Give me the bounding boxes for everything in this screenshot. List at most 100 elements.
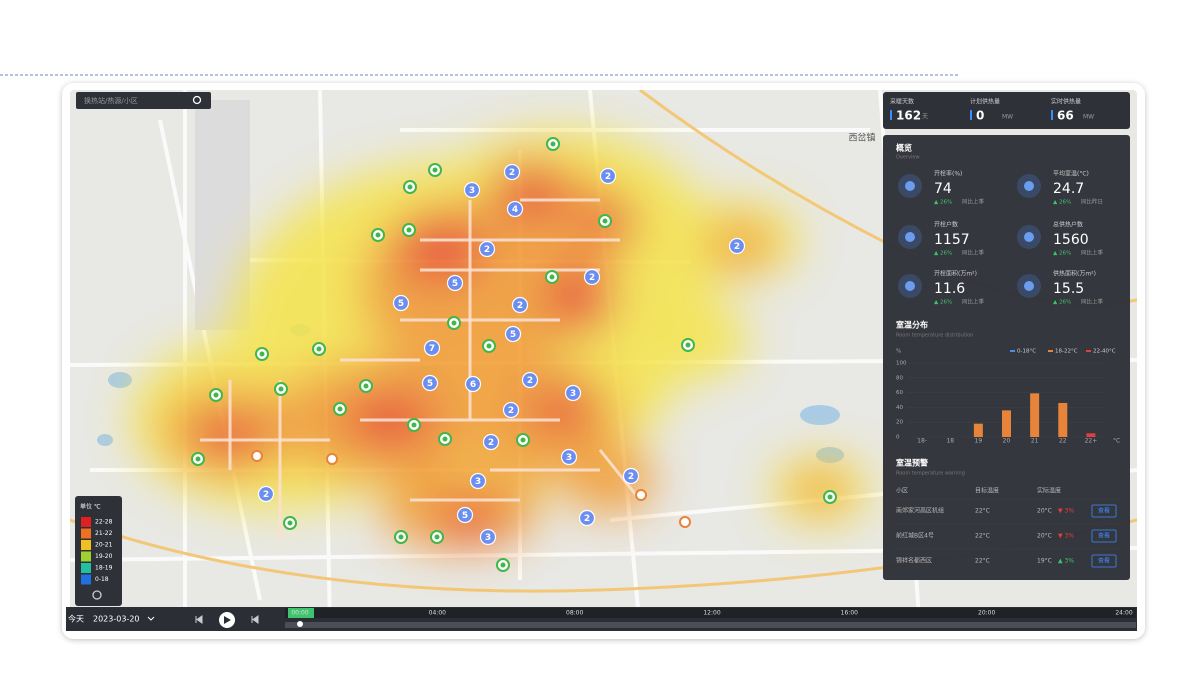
view-button-label[interactable]: 查看 bbox=[1098, 557, 1110, 565]
station[interactable] bbox=[403, 180, 417, 194]
station[interactable] bbox=[255, 347, 269, 361]
station-dot bbox=[451, 320, 457, 326]
legend-color bbox=[81, 563, 91, 573]
cluster-count: 5 bbox=[398, 299, 404, 309]
station[interactable] bbox=[438, 432, 452, 446]
table-header: 小区 bbox=[896, 487, 908, 495]
station[interactable] bbox=[312, 342, 326, 356]
cluster[interactable] bbox=[578, 509, 596, 527]
stat-value: 66 bbox=[1057, 109, 1074, 123]
date-caret[interactable] bbox=[147, 616, 155, 621]
heat-source[interactable] bbox=[635, 489, 647, 501]
cluster[interactable] bbox=[728, 237, 746, 255]
cluster[interactable] bbox=[502, 401, 520, 419]
cluster[interactable] bbox=[478, 240, 496, 258]
station[interactable] bbox=[823, 490, 837, 504]
station[interactable] bbox=[546, 137, 560, 151]
legend-item-label: 21-22 bbox=[95, 530, 113, 537]
station[interactable] bbox=[283, 516, 297, 530]
view-button[interactable] bbox=[1091, 554, 1117, 568]
station[interactable] bbox=[191, 452, 205, 466]
kpi-compare: 同比上季 bbox=[962, 298, 985, 306]
station[interactable] bbox=[598, 214, 612, 228]
cluster[interactable] bbox=[511, 296, 529, 314]
search-icon[interactable] bbox=[192, 95, 202, 105]
station[interactable] bbox=[681, 338, 695, 352]
station[interactable] bbox=[333, 402, 347, 416]
cluster[interactable] bbox=[482, 433, 500, 451]
station[interactable] bbox=[359, 379, 373, 393]
view-button-label[interactable]: 查看 bbox=[1098, 507, 1110, 515]
cluster-count: 2 bbox=[509, 168, 515, 178]
cluster[interactable] bbox=[421, 374, 439, 392]
cluster[interactable] bbox=[521, 371, 539, 389]
station[interactable] bbox=[428, 163, 442, 177]
view-button[interactable] bbox=[1091, 529, 1117, 543]
cluster-count: 5 bbox=[510, 330, 516, 340]
station[interactable] bbox=[545, 270, 559, 284]
legend-swatch bbox=[1010, 350, 1015, 352]
cluster[interactable] bbox=[456, 506, 474, 524]
station[interactable] bbox=[402, 223, 416, 237]
stat-value: 0 bbox=[976, 109, 984, 123]
cluster-count: 2 bbox=[488, 438, 494, 448]
station[interactable] bbox=[430, 530, 444, 544]
stat-label: 计划供热量 bbox=[970, 98, 1000, 106]
view-button-label[interactable]: 查看 bbox=[1098, 532, 1110, 540]
cluster[interactable] bbox=[469, 472, 487, 490]
legend-label: 22-40°C bbox=[1093, 349, 1116, 355]
timeline-handle[interactable] bbox=[297, 621, 303, 627]
cluster[interactable] bbox=[464, 375, 482, 393]
station[interactable] bbox=[447, 316, 461, 330]
cluster[interactable] bbox=[423, 339, 441, 357]
heat-source[interactable] bbox=[326, 453, 338, 465]
station-dot bbox=[398, 534, 404, 540]
station[interactable] bbox=[482, 339, 496, 353]
view-button[interactable] bbox=[1091, 504, 1117, 518]
prev-button[interactable] bbox=[195, 615, 203, 624]
cluster[interactable] bbox=[622, 467, 640, 485]
kpi-value: 24.7 bbox=[1053, 181, 1084, 197]
cluster[interactable] bbox=[463, 181, 481, 199]
cluster-count: 2 bbox=[508, 406, 514, 416]
heat-source[interactable] bbox=[679, 516, 691, 528]
kpi-change: ▲ 26% bbox=[1053, 300, 1071, 306]
cluster[interactable] bbox=[583, 268, 601, 286]
kpi-label: 开栓面积(万m²) bbox=[934, 270, 977, 278]
bar bbox=[1030, 393, 1040, 437]
next-button[interactable] bbox=[251, 615, 259, 624]
cluster[interactable] bbox=[446, 274, 464, 292]
station[interactable] bbox=[274, 382, 288, 396]
station-dot bbox=[316, 346, 322, 352]
search-box[interactable] bbox=[76, 92, 211, 109]
station[interactable] bbox=[371, 228, 385, 242]
cluster[interactable] bbox=[257, 485, 275, 503]
bar bbox=[1002, 410, 1011, 437]
timeline-date[interactable]: 2023-03-20 bbox=[93, 615, 140, 624]
legend-color bbox=[81, 540, 91, 550]
settings-icon[interactable] bbox=[92, 590, 102, 600]
cluster[interactable] bbox=[599, 167, 617, 185]
cluster[interactable] bbox=[479, 528, 497, 546]
station[interactable] bbox=[516, 433, 530, 447]
station[interactable] bbox=[407, 418, 421, 432]
station-dot bbox=[442, 436, 448, 442]
heat-source[interactable] bbox=[251, 450, 263, 462]
y-tick-label: 40 bbox=[896, 405, 903, 411]
cluster[interactable] bbox=[560, 448, 578, 466]
side-panel bbox=[883, 135, 1130, 580]
kpi-compare: 同比上季 bbox=[1081, 249, 1104, 257]
station[interactable] bbox=[209, 388, 223, 402]
cluster[interactable] bbox=[506, 200, 524, 218]
cluster[interactable] bbox=[564, 384, 582, 402]
cluster[interactable] bbox=[503, 163, 521, 181]
cluster[interactable] bbox=[392, 294, 410, 312]
table-header: 实际温度 bbox=[1037, 487, 1061, 495]
heat-blob bbox=[565, 445, 655, 515]
cluster-count: 2 bbox=[584, 514, 590, 524]
station[interactable] bbox=[394, 530, 408, 544]
station[interactable] bbox=[496, 558, 510, 572]
timeline-scrub[interactable] bbox=[285, 622, 1136, 628]
cluster[interactable] bbox=[504, 325, 522, 343]
